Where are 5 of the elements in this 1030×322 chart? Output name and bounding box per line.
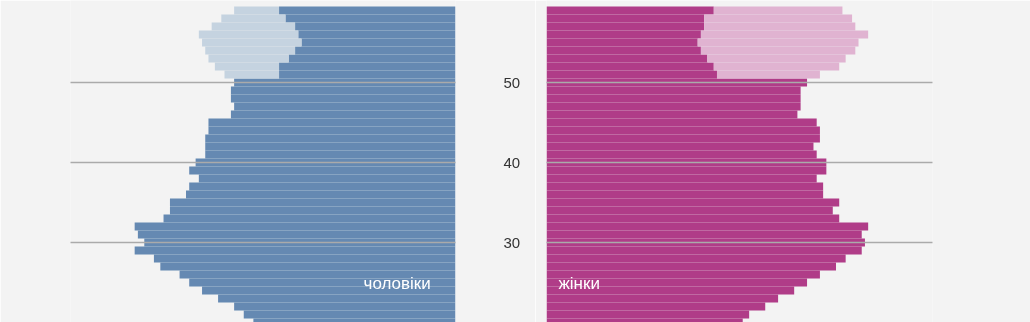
y-tick-label: 30 [503,233,521,251]
y-tick-label: 40 [503,153,521,171]
y-tick-label: 50 [503,73,521,91]
series-label: жінки [558,274,600,294]
series-label: чоловіки [363,274,431,294]
